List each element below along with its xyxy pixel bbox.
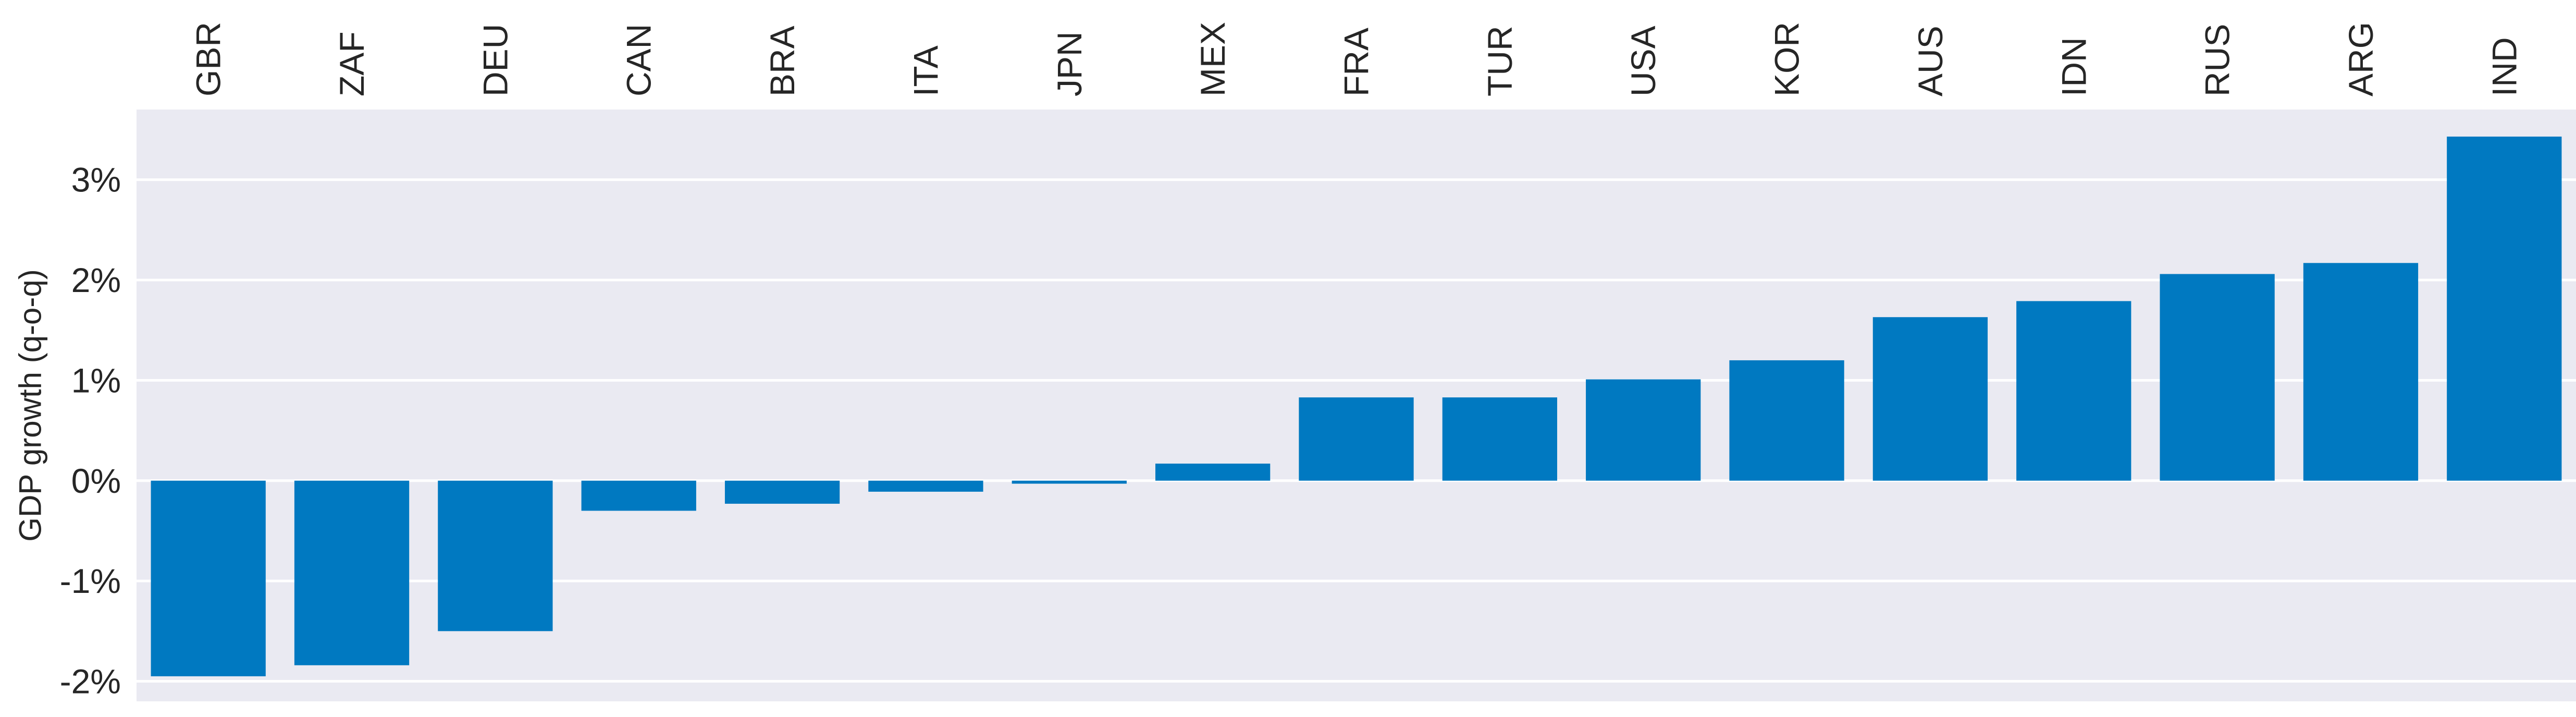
y-axis-label: GDP growth (q-o-q) [13,269,48,541]
bar-usa [1586,379,1701,481]
bar-can [581,480,696,511]
y-tick-label: -2% [60,662,121,701]
y-tick-label: -1% [60,562,121,600]
bar-fra [1299,397,1414,481]
bar-bra [724,480,840,504]
x-tick-label-mex: MEX [1193,22,1232,96]
bar-jpn [1012,480,1127,484]
x-tick-labels: GBR ZAF DEU CAN BRA ITA JPN MEX FRA TUR USA KOR AUS I… [189,22,2524,96]
x-tick-label-bra: BRA [763,26,802,96]
bars [151,136,2562,676]
y-tick-labels: -2% -1% 0% 1% 2% 3% [60,161,121,701]
x-tick-label-deu: DEU [476,24,514,96]
bar-arg [2303,263,2419,481]
bar-ind [2447,136,2562,481]
bar-gbr [151,480,266,676]
x-tick-label-zaf: ZAF [332,31,371,96]
bar-ita [868,480,983,492]
bar-aus [1872,317,1988,481]
x-tick-label-ind: IND [2485,37,2523,96]
x-tick-label-gbr: GBR [189,22,228,96]
x-tick-label-usa: USA [1624,26,1662,96]
bar-deu [438,480,553,631]
bar-tur [1442,397,1557,481]
x-tick-label-kor: KOR [1768,22,1806,96]
x-tick-label-tur: TUR [1481,26,1519,96]
x-tick-label-jpn: JPN [1050,31,1089,96]
bar-kor [1729,360,1844,481]
bar-idn [2016,301,2131,481]
x-tick-label-can: CAN [620,24,658,96]
x-tick-label-ita: ITA [906,45,945,96]
x-tick-label-rus: RUS [2198,24,2237,96]
x-tick-label-arg: ARG [2341,22,2380,96]
x-tick-label-aus: AUS [1911,26,1950,96]
x-tick-label-fra: FRA [1337,28,1376,96]
y-tick-label: 3% [71,161,121,199]
bar-rus [2160,274,2275,481]
y-tick-label: 0% [71,461,121,500]
bar-zaf [294,480,410,665]
x-tick-label-idn: IDN [2054,37,2093,96]
y-tick-label: 2% [71,261,121,299]
bar-mex [1155,464,1271,481]
y-tick-label: 1% [71,361,121,399]
